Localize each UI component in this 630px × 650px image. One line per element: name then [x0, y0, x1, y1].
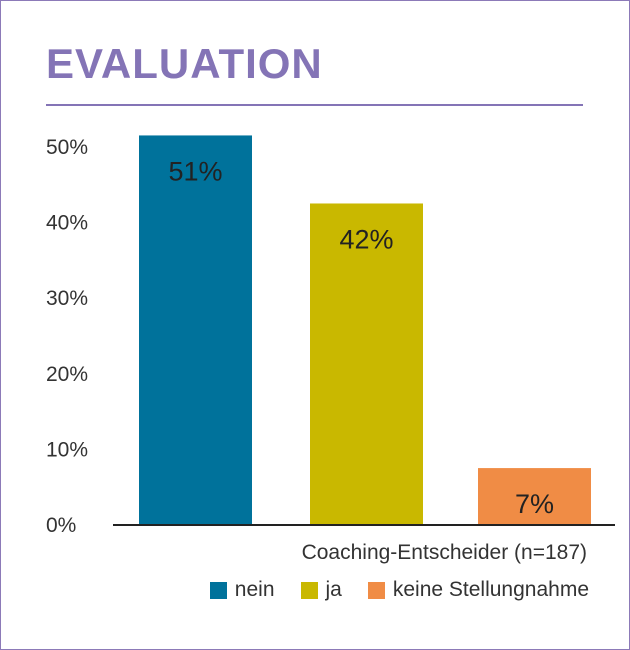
y-tick-label: 0% [46, 514, 76, 537]
bar-value-label: 51% [168, 156, 222, 186]
legend-swatch [300, 581, 318, 599]
bar-keine-stellungnahme [478, 468, 591, 525]
title-divider [46, 104, 583, 106]
x-axis-caption: Coaching-Entscheider (n=187) [301, 541, 587, 564]
bar-value-label: 42% [339, 224, 393, 254]
legend-item: keine Stellungnahme [367, 578, 589, 602]
legend-swatch [367, 581, 385, 599]
legend: nein ja keine Stellungnahme [209, 578, 589, 602]
bar-nein [139, 135, 252, 525]
legend-item: nein [209, 578, 275, 602]
bar-ja [310, 203, 423, 526]
legend-label: keine Stellungnahme [392, 578, 589, 601]
legend-swatch [209, 581, 227, 599]
chart-title: EVALUATION [46, 40, 323, 87]
y-tick-label: 40% [46, 212, 88, 235]
legend-label: ja [325, 578, 342, 601]
bars: 51% 42% 7% [139, 135, 591, 526]
bar-value-label: 7% [515, 489, 554, 519]
y-tick-label: 30% [46, 287, 88, 310]
legend-label: nein [234, 578, 275, 601]
y-axis: 0% 10% 20% 30% 40% 50% [46, 136, 88, 537]
legend-item: ja [300, 578, 342, 602]
y-tick-label: 20% [46, 363, 88, 386]
y-tick-label: 10% [46, 438, 88, 461]
y-tick-label: 50% [46, 136, 88, 159]
